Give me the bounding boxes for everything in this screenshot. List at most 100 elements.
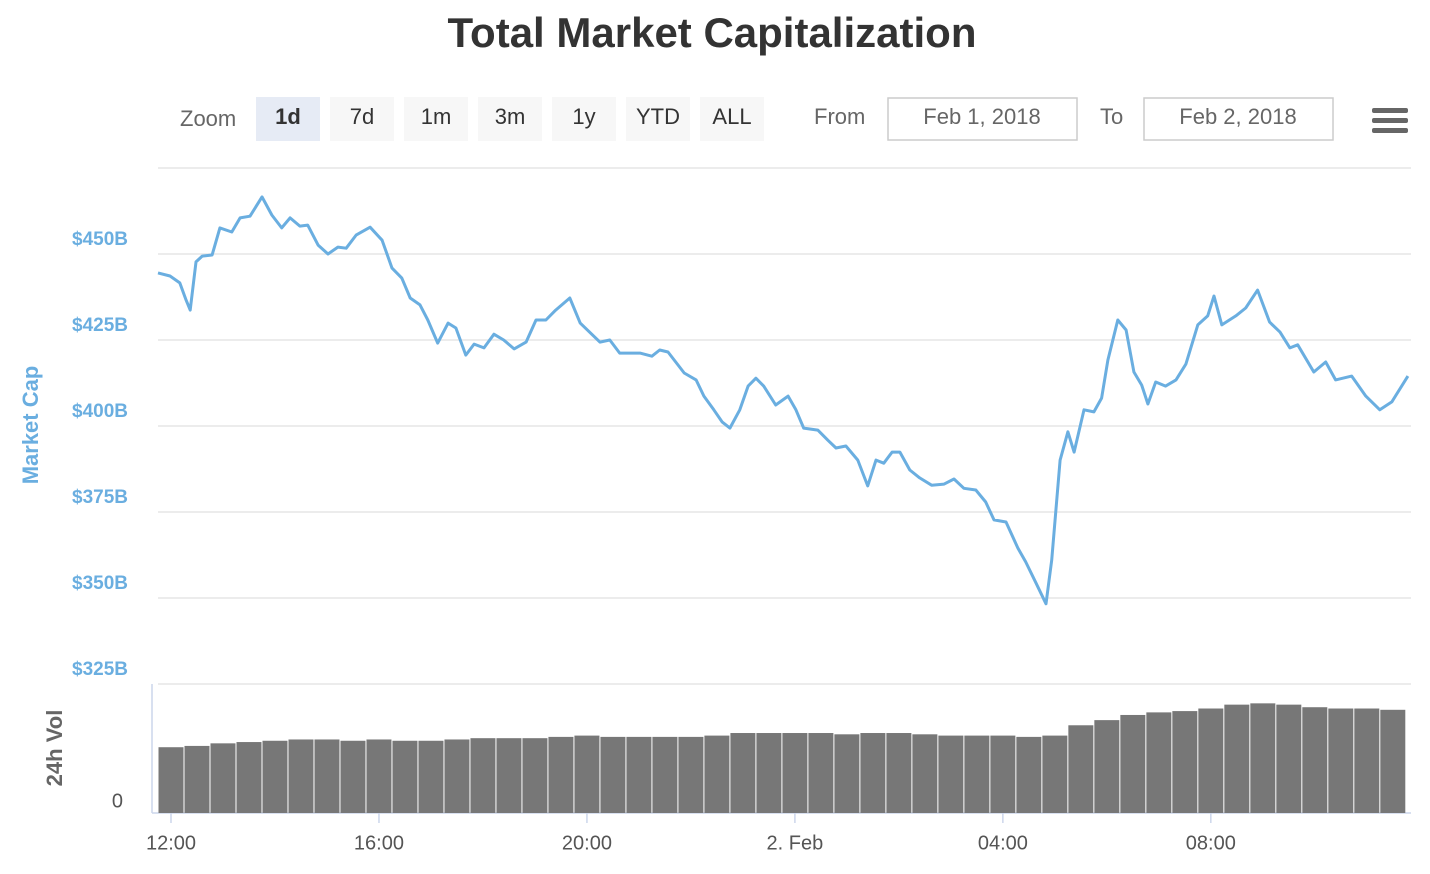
menu-bar [1372, 118, 1408, 123]
volume-bar [886, 733, 912, 813]
zoom-button-label: 1m [421, 104, 452, 129]
volume-bar [418, 740, 444, 813]
zoom-button-bg [700, 97, 764, 141]
to-value: Feb 2, 2018 [1179, 104, 1296, 129]
y-tick-label: $350B [72, 573, 128, 594]
zoom-button[interactable]: 1d [256, 97, 320, 141]
volume-bar [860, 733, 886, 813]
y-tick-label: $375B [72, 487, 128, 508]
zoom-button-label: 7d [350, 104, 374, 129]
volume-bar [1146, 712, 1172, 813]
volume-bar [288, 739, 314, 813]
volume-bar [1276, 704, 1302, 813]
menu-bar [1372, 108, 1408, 113]
volume-bar [262, 740, 288, 813]
volume-bar [366, 739, 392, 813]
volume-bar [1354, 708, 1380, 813]
volume-bar [1120, 714, 1146, 813]
volume-bar [600, 736, 626, 813]
volume-bar [496, 738, 522, 813]
volume-bar [808, 733, 834, 813]
to-input[interactable]: Feb 2, 2018 [1143, 97, 1334, 141]
input-box [1143, 97, 1334, 141]
volume-bar [470, 738, 496, 813]
y-tick-label: $400B [72, 401, 128, 422]
y-tick-label: $425B [72, 315, 128, 336]
volume-bar [340, 740, 366, 813]
volume-bar [522, 738, 548, 813]
volume-bar [756, 733, 782, 813]
volume-bar [912, 734, 938, 813]
zoom-button-label: 1d [275, 104, 301, 129]
y-tick-label: 0 [112, 790, 123, 812]
volume-bar [1224, 704, 1250, 813]
volume-bar [548, 736, 574, 813]
menu-bar [1372, 128, 1408, 133]
zoom-button[interactable]: 3m [478, 97, 542, 141]
volume-bar [964, 735, 990, 813]
y-tick-label: $325B [72, 659, 128, 680]
volume-bar [392, 740, 418, 813]
volume-axis-title: 24h Vol [42, 710, 67, 787]
x-tick-label: 08:00 [1186, 832, 1236, 854]
volume-bar [1068, 725, 1094, 813]
zoom-button[interactable]: 7d [330, 97, 394, 141]
volume-bar [834, 734, 860, 813]
volume-bar [1328, 708, 1354, 813]
x-tick-label: 16:00 [354, 832, 404, 854]
zoom-button-bg [626, 97, 690, 141]
input-box [887, 97, 1078, 141]
volume-bar [1172, 711, 1198, 813]
volume-bar [444, 739, 470, 813]
volume-bar [236, 742, 262, 813]
volume-bar [1250, 703, 1276, 813]
volume-bar [1380, 709, 1406, 813]
to-label: To [1100, 104, 1123, 129]
zoom-button-bg [256, 97, 320, 141]
zoom-button-bg [478, 97, 542, 141]
zoom-button-label: YTD [636, 104, 680, 129]
volume-bar [782, 733, 808, 813]
volume-bar [574, 735, 600, 813]
volume-bar [730, 733, 756, 813]
volume-bar [678, 736, 704, 813]
from-value: Feb 1, 2018 [923, 104, 1040, 129]
volume-bar [704, 735, 730, 813]
volume-bar [1198, 708, 1224, 813]
zoom-button-bg [330, 97, 394, 141]
volume-bar [1302, 707, 1328, 813]
from-input[interactable]: Feb 1, 2018 [887, 97, 1078, 141]
x-tick-label: 04:00 [978, 832, 1028, 854]
zoom-button[interactable]: ALL [700, 97, 764, 141]
zoom-button-bg [552, 97, 616, 141]
volume-bar [652, 736, 678, 813]
menu-button[interactable] [1372, 108, 1408, 133]
volume-bar [158, 747, 184, 813]
zoom-label: Zoom [180, 106, 236, 131]
x-tick-label: 2. Feb [767, 832, 824, 854]
zoom-button-label: ALL [712, 104, 751, 129]
volume-bar [1094, 720, 1120, 813]
volume-bar [626, 736, 652, 813]
zoom-button[interactable]: YTD [626, 97, 690, 141]
volume-bar [210, 743, 236, 813]
volume-bar [1016, 736, 1042, 813]
zoom-button-bg [404, 97, 468, 141]
volume-bar [1042, 735, 1068, 813]
y-tick-label: $450B [72, 229, 128, 250]
market-cap-line [157, 195, 1410, 606]
volume-bar [184, 745, 210, 813]
zoom-button[interactable]: 1m [404, 97, 468, 141]
zoom-button[interactable]: 1y [552, 97, 616, 141]
chart-title: Total Market Capitalization [448, 9, 977, 56]
x-tick-label: 12:00 [146, 832, 196, 854]
volume-bar [990, 735, 1016, 813]
from-label: From [814, 104, 865, 129]
zoom-button-label: 1y [572, 104, 595, 129]
y-axis-title: Market Cap [18, 366, 43, 485]
x-tick-label: 20:00 [562, 832, 612, 854]
zoom-button-label: 3m [495, 104, 526, 129]
volume-bar [314, 739, 340, 813]
volume-bar [938, 735, 964, 813]
